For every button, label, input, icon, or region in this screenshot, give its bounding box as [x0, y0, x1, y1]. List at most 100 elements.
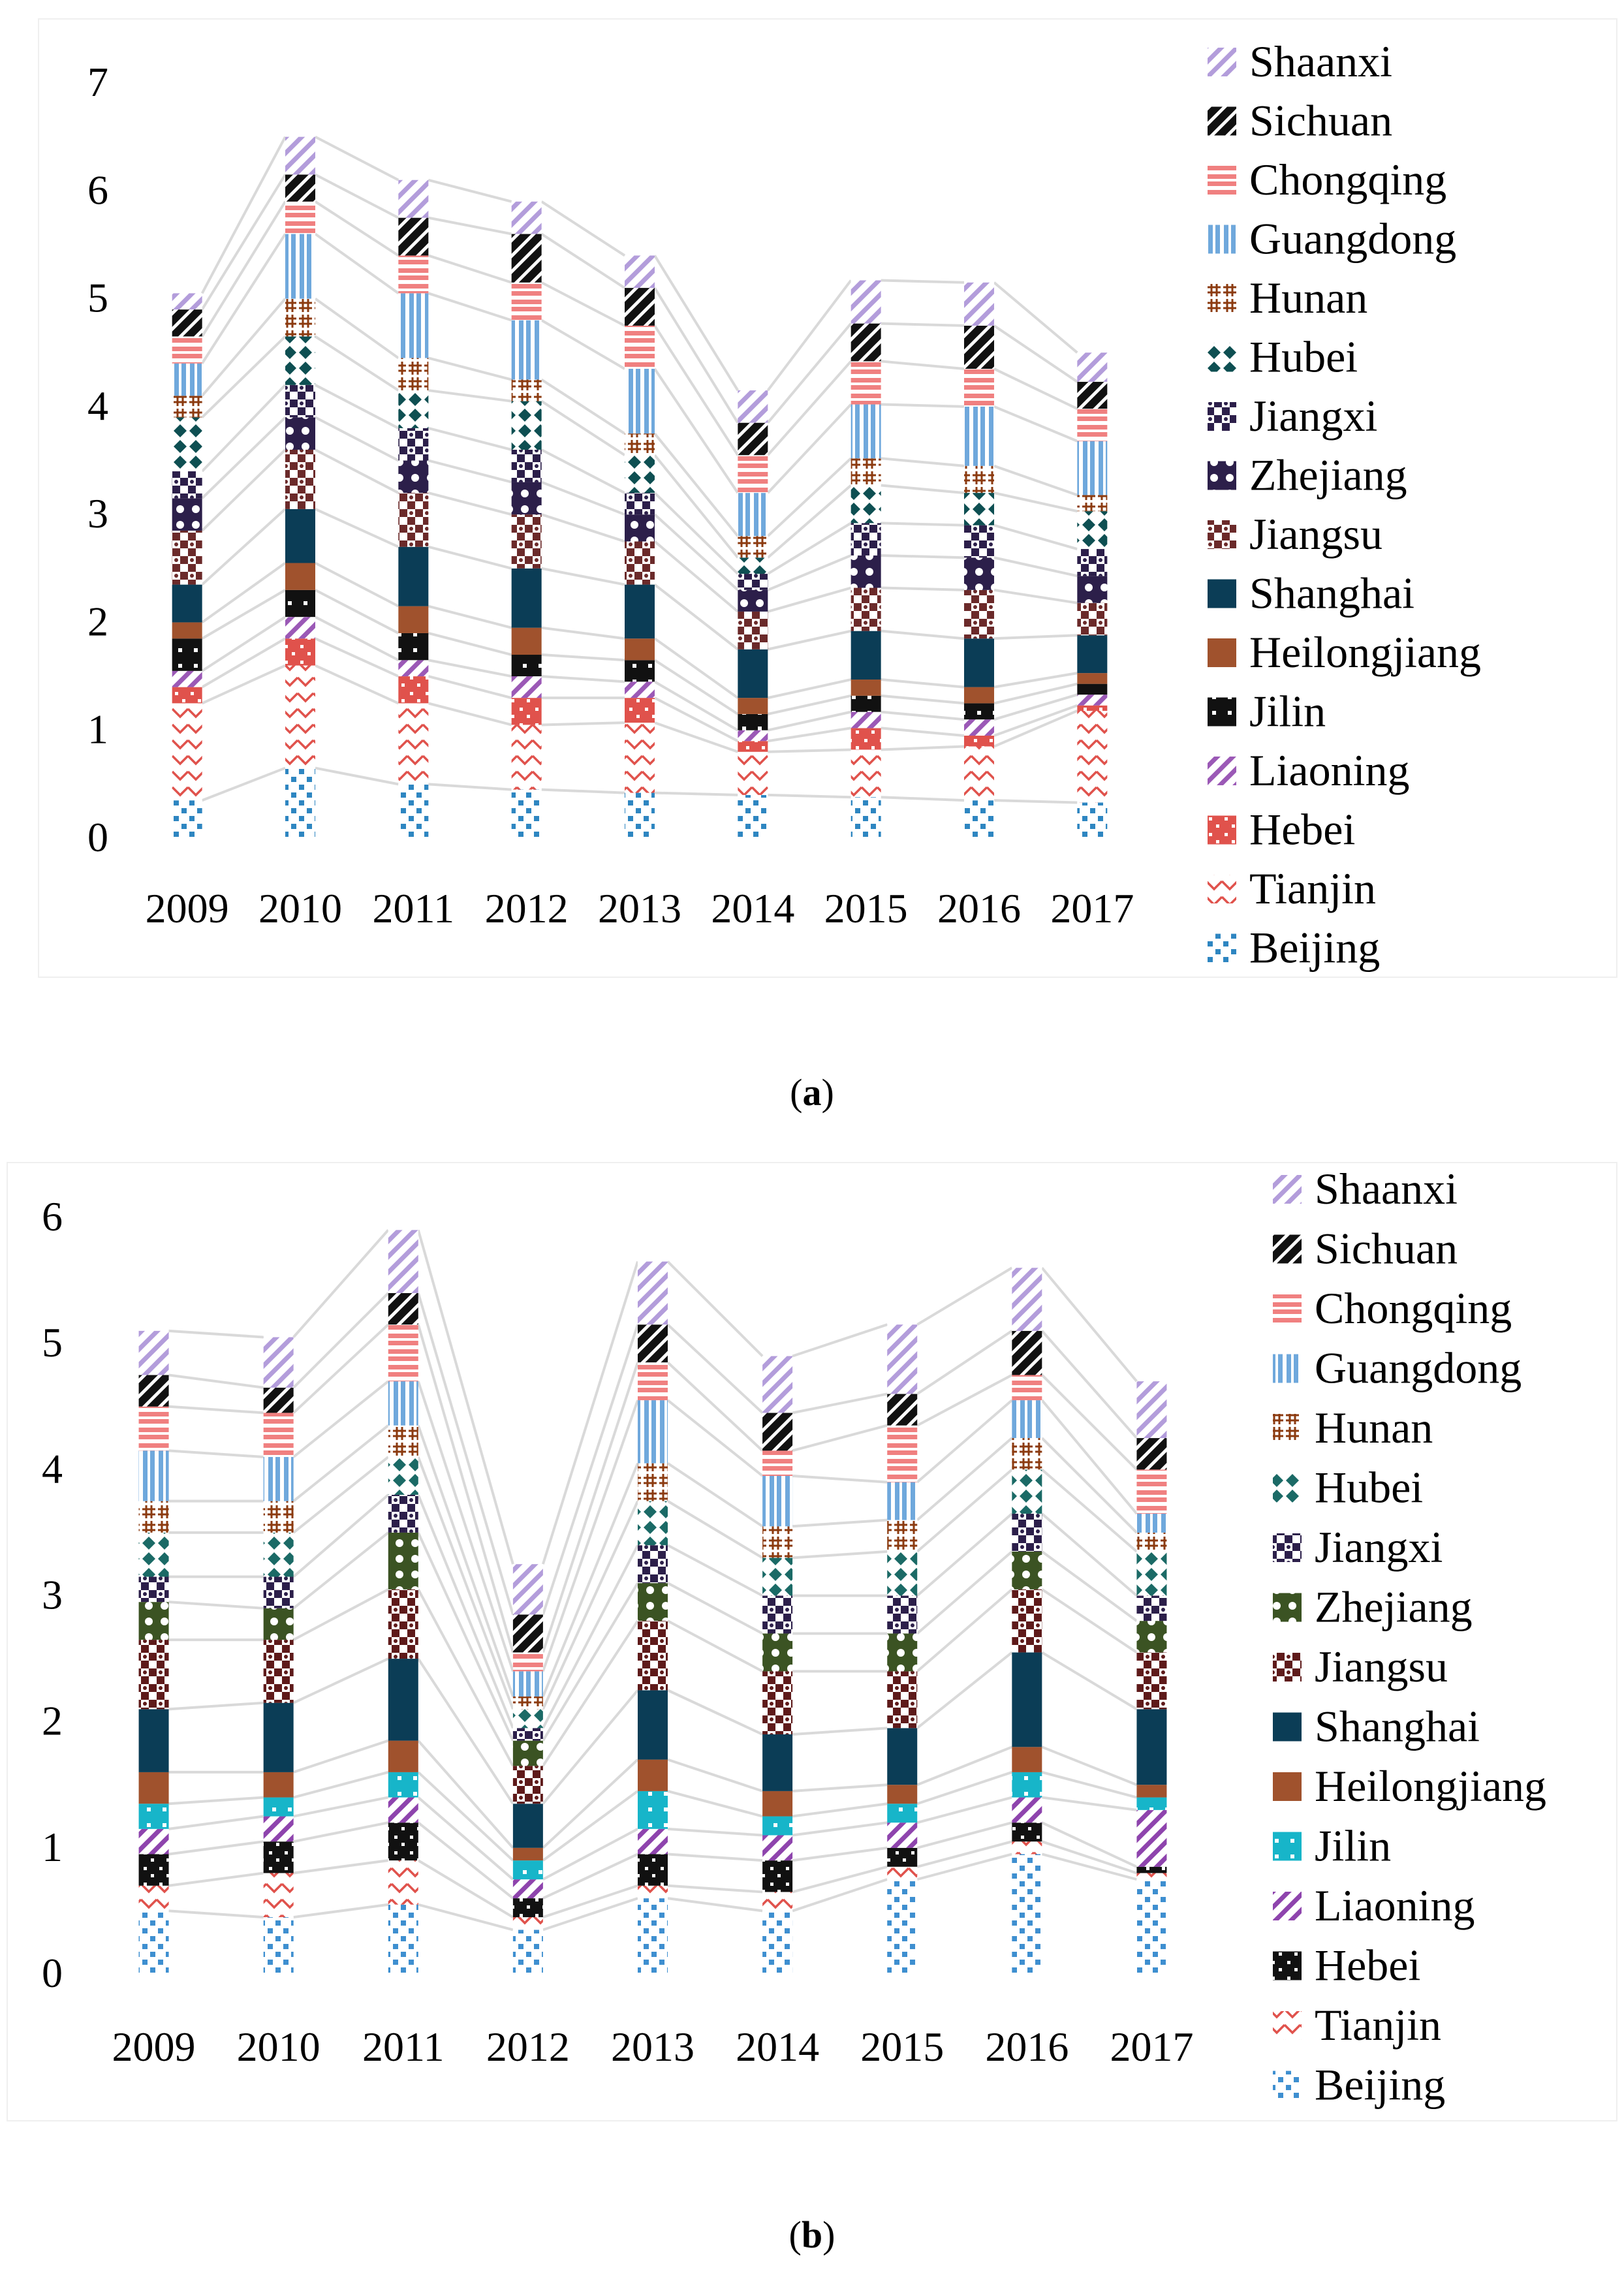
bar-segment — [738, 493, 768, 537]
series-line — [993, 281, 1078, 354]
series-line — [653, 584, 739, 651]
series-line — [667, 1897, 763, 1913]
bar-segment — [762, 1791, 793, 1817]
y-tick-label: 6 — [87, 166, 108, 213]
y-tick-label: 2 — [87, 598, 108, 644]
series-line — [768, 793, 851, 799]
series-line — [292, 1323, 390, 1414]
bar-segment — [964, 703, 994, 720]
legend-label: Hebei — [1249, 805, 1355, 854]
bar-segment — [172, 530, 202, 585]
legend-label: Hubei — [1315, 1463, 1423, 1512]
series-line — [667, 1884, 763, 1894]
series-line — [881, 745, 965, 751]
bar-segment — [263, 1413, 294, 1458]
bar-segment — [964, 406, 994, 466]
bar-segment — [172, 309, 202, 337]
legend-item: Heilongjiang — [1273, 1761, 1546, 1811]
series-line — [667, 1689, 763, 1736]
series-line — [542, 1500, 639, 1710]
series-line — [416, 1494, 514, 1729]
series-line — [416, 1425, 514, 1697]
bar-segment — [625, 660, 655, 682]
series-line — [1041, 1512, 1138, 1597]
series-jilin — [138, 1772, 1167, 1880]
series-line — [653, 659, 739, 715]
bar-segment — [398, 606, 429, 633]
series-sichuan — [138, 1292, 1167, 1653]
bar-segment — [388, 1659, 418, 1741]
bar-segment — [625, 681, 655, 698]
legend-swatch — [1208, 875, 1236, 903]
bar-segment — [512, 1930, 543, 1974]
series-line — [916, 1840, 1012, 1868]
legend: Shaanxi Sichuan Chongqing Guangdong Hunan Hub… — [1273, 1164, 1546, 2110]
caption-b-label: b — [801, 2214, 823, 2256]
bar-segment — [1077, 673, 1108, 684]
bar-segment — [964, 687, 994, 704]
legend-label: Hunan — [1249, 273, 1367, 322]
series-line — [315, 384, 399, 430]
bar-segment — [511, 201, 542, 234]
bar-segment — [398, 703, 429, 785]
bar-segment — [738, 589, 768, 612]
series-line — [168, 1815, 264, 1830]
series-line — [542, 1759, 639, 1849]
bar-segment — [738, 390, 768, 423]
series-line — [1040, 1266, 1138, 1383]
bar-segment — [762, 1911, 793, 1974]
bar-segment — [285, 336, 315, 385]
series-tianjin — [138, 1841, 1167, 1930]
series-line — [1041, 1550, 1138, 1622]
series-line — [168, 1909, 264, 1919]
bar-segment — [398, 180, 429, 218]
bar-segment — [263, 1873, 294, 1918]
series-line — [1041, 1651, 1138, 1711]
series-line — [792, 1802, 888, 1818]
bar-segment — [263, 1387, 294, 1413]
legend-label: Tianjin — [1315, 2000, 1441, 2050]
series-line — [881, 554, 965, 559]
series-line — [916, 1853, 1012, 1881]
series-line — [1041, 1821, 1138, 1868]
series-line — [792, 1424, 888, 1452]
bar-segment — [138, 1576, 169, 1603]
series-line — [916, 1821, 1012, 1849]
bar-segment — [138, 1885, 169, 1911]
y-tick-label: 7 — [87, 59, 108, 105]
legend-label: Liaoning — [1249, 745, 1410, 795]
bar-segment — [285, 234, 315, 299]
bar-segment — [138, 1532, 169, 1577]
series-line — [541, 721, 625, 727]
series-line — [666, 1499, 764, 1559]
series-line — [766, 360, 852, 456]
bar-segment — [625, 433, 655, 456]
bar-segment — [638, 1690, 668, 1760]
series-line — [315, 766, 399, 786]
legend-swatch — [1208, 933, 1236, 963]
series-line — [916, 1399, 1013, 1484]
bar-segment — [511, 698, 542, 725]
bar-segment — [851, 555, 881, 588]
bar-segment — [138, 1804, 169, 1829]
series-line — [292, 1456, 390, 1534]
bar-segment — [1136, 1709, 1167, 1785]
bar-segment — [1136, 1438, 1167, 1470]
series-line — [168, 1405, 264, 1415]
series-shanghai — [172, 508, 1108, 698]
legend-swatch — [1208, 461, 1236, 490]
bar-segment — [964, 369, 994, 407]
series-line — [653, 287, 740, 424]
series-jilin — [172, 589, 1108, 730]
bar-segment — [1012, 1772, 1042, 1798]
caption-b: (b) — [789, 2214, 835, 2256]
bar-segment — [285, 417, 315, 450]
bar-segment — [511, 449, 542, 482]
series-line — [168, 1601, 264, 1610]
y-tick-label: 0 — [87, 814, 108, 860]
series-line — [292, 1588, 389, 1641]
series-line — [540, 200, 626, 257]
series-line — [201, 664, 286, 705]
legend-swatch — [1208, 402, 1236, 431]
